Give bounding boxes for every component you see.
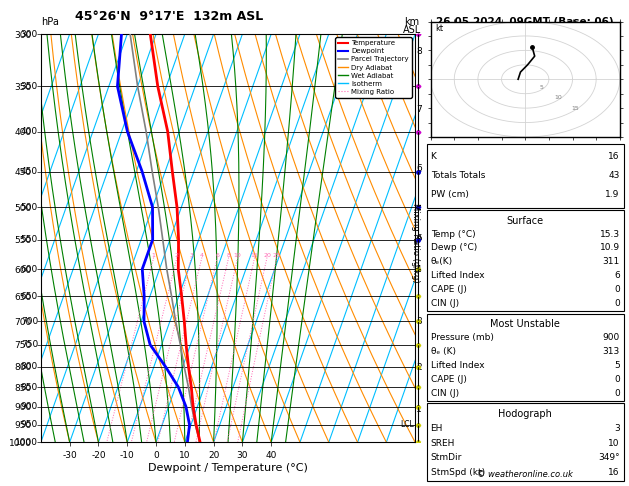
Text: 750: 750 bbox=[21, 340, 38, 349]
Text: Hodograph: Hodograph bbox=[498, 409, 552, 419]
Text: km: km bbox=[404, 17, 420, 27]
Text: 1.9: 1.9 bbox=[606, 191, 620, 199]
Text: StmSpd (kt): StmSpd (kt) bbox=[431, 468, 485, 477]
Text: 8: 8 bbox=[416, 47, 422, 56]
Text: 313: 313 bbox=[603, 347, 620, 356]
Text: 0: 0 bbox=[614, 375, 620, 383]
Text: © weatheronline.co.uk: © weatheronline.co.uk bbox=[477, 470, 573, 479]
Text: 349°: 349° bbox=[598, 453, 620, 462]
Text: 15.3: 15.3 bbox=[599, 229, 620, 239]
Text: 800: 800 bbox=[21, 362, 38, 371]
Text: Mixing Ratio (g/kg): Mixing Ratio (g/kg) bbox=[411, 203, 420, 283]
Text: 300: 300 bbox=[21, 30, 38, 38]
Bar bbox=[426, 210, 624, 312]
Text: 450: 450 bbox=[21, 167, 38, 176]
Text: θₑ (K): θₑ (K) bbox=[431, 347, 455, 356]
Text: 0: 0 bbox=[614, 285, 620, 294]
Text: EH: EH bbox=[431, 424, 443, 433]
Text: 7: 7 bbox=[416, 105, 422, 114]
Text: 600: 600 bbox=[21, 264, 38, 274]
Text: StmDir: StmDir bbox=[431, 453, 462, 462]
Text: 500: 500 bbox=[21, 203, 38, 212]
Text: 6: 6 bbox=[215, 253, 220, 258]
Text: 3: 3 bbox=[416, 317, 422, 326]
Text: 1000: 1000 bbox=[15, 438, 38, 447]
Text: CIN (J): CIN (J) bbox=[431, 299, 459, 308]
Text: 2: 2 bbox=[175, 253, 179, 258]
Text: Lifted Index: Lifted Index bbox=[431, 271, 484, 280]
Text: Dewp (°C): Dewp (°C) bbox=[431, 243, 477, 252]
Text: 350: 350 bbox=[21, 82, 38, 91]
Text: 900: 900 bbox=[21, 402, 38, 411]
Text: Lifted Index: Lifted Index bbox=[431, 361, 484, 370]
Text: Surface: Surface bbox=[506, 216, 544, 226]
Text: 8: 8 bbox=[226, 253, 231, 258]
Text: 16: 16 bbox=[608, 468, 620, 477]
Text: 0: 0 bbox=[614, 388, 620, 398]
Text: CAPE (J): CAPE (J) bbox=[431, 285, 467, 294]
Text: 2: 2 bbox=[416, 363, 421, 372]
Text: 16: 16 bbox=[608, 152, 620, 161]
Text: CIN (J): CIN (J) bbox=[431, 388, 459, 398]
Text: 45°26'N  9°17'E  132m ASL: 45°26'N 9°17'E 132m ASL bbox=[75, 10, 264, 23]
Text: 10: 10 bbox=[608, 438, 620, 448]
Text: 850: 850 bbox=[21, 382, 38, 392]
Text: Most Unstable: Most Unstable bbox=[490, 319, 560, 330]
Text: CAPE (J): CAPE (J) bbox=[431, 375, 467, 383]
Text: ASL: ASL bbox=[403, 25, 421, 35]
Text: 6: 6 bbox=[614, 271, 620, 280]
X-axis label: Dewpoint / Temperature (°C): Dewpoint / Temperature (°C) bbox=[148, 463, 308, 473]
Text: 400: 400 bbox=[21, 127, 38, 136]
Bar bbox=[426, 403, 624, 481]
Text: 20: 20 bbox=[263, 253, 271, 258]
Bar bbox=[426, 144, 624, 208]
Text: 5: 5 bbox=[416, 234, 422, 243]
Text: Temp (°C): Temp (°C) bbox=[431, 229, 476, 239]
Legend: Temperature, Dewpoint, Parcel Trajectory, Dry Adiabat, Wet Adiabat, Isotherm, Mi: Temperature, Dewpoint, Parcel Trajectory… bbox=[335, 37, 411, 98]
Text: θₑ(K): θₑ(K) bbox=[431, 257, 453, 266]
Text: LCL: LCL bbox=[400, 420, 414, 429]
Text: 5: 5 bbox=[614, 361, 620, 370]
Text: 10.9: 10.9 bbox=[599, 243, 620, 252]
Text: 311: 311 bbox=[603, 257, 620, 266]
Text: 650: 650 bbox=[21, 292, 38, 301]
Text: 1: 1 bbox=[416, 405, 422, 414]
Text: 3: 3 bbox=[614, 424, 620, 433]
Bar bbox=[426, 314, 624, 401]
Text: hPa: hPa bbox=[41, 17, 58, 27]
Text: 25: 25 bbox=[273, 253, 281, 258]
Text: 900: 900 bbox=[603, 333, 620, 342]
Text: K: K bbox=[431, 152, 437, 161]
Text: 950: 950 bbox=[21, 420, 38, 429]
Text: 3: 3 bbox=[189, 253, 193, 258]
Text: 10: 10 bbox=[234, 253, 242, 258]
Text: 0: 0 bbox=[614, 299, 620, 308]
Text: 43: 43 bbox=[608, 171, 620, 180]
Text: 4: 4 bbox=[416, 265, 421, 274]
Text: Totals Totals: Totals Totals bbox=[431, 171, 485, 180]
Text: 1: 1 bbox=[152, 253, 155, 258]
Text: 700: 700 bbox=[21, 317, 38, 326]
Text: Pressure (mb): Pressure (mb) bbox=[431, 333, 494, 342]
Text: 15: 15 bbox=[251, 253, 259, 258]
Text: 6: 6 bbox=[416, 164, 422, 173]
Text: SREH: SREH bbox=[431, 438, 455, 448]
Text: 26.05.2024  09GMT (Base: 06): 26.05.2024 09GMT (Base: 06) bbox=[437, 17, 614, 27]
Text: 550: 550 bbox=[21, 235, 38, 244]
Text: PW (cm): PW (cm) bbox=[431, 191, 469, 199]
Text: 4: 4 bbox=[200, 253, 204, 258]
